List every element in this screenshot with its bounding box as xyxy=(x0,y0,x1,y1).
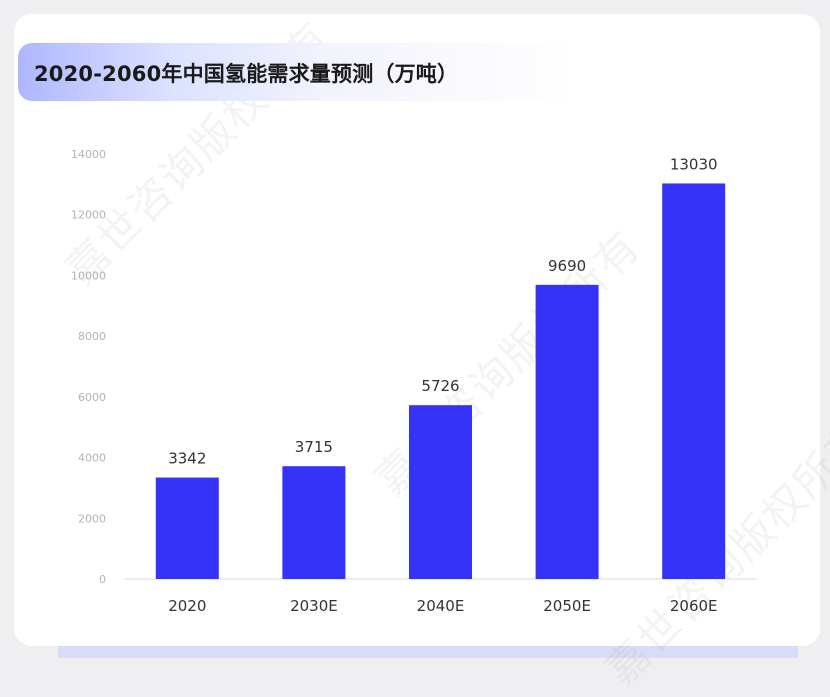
y-tick-label: 8000 xyxy=(78,330,106,343)
x-tick-label: 2030E xyxy=(290,597,338,615)
data-label: 3715 xyxy=(295,438,333,456)
y-tick-label: 10000 xyxy=(71,269,106,282)
title-banner xyxy=(18,43,578,101)
x-tick-label: 2040E xyxy=(417,597,465,615)
data-label: 3342 xyxy=(168,450,206,468)
y-tick-label: 14000 xyxy=(71,148,106,161)
data-label: 13030 xyxy=(670,155,718,173)
bar xyxy=(535,284,599,579)
background-strip xyxy=(58,642,798,658)
bar xyxy=(282,466,346,579)
bar xyxy=(662,183,726,580)
bar-chart: 0 2000 4000 6000 8000 10000 12000 14000 3342 2020… xyxy=(71,148,757,615)
y-tick-label: 12000 xyxy=(71,209,106,222)
data-label: 9690 xyxy=(548,257,586,275)
y-tick-label: 2000 xyxy=(78,512,106,525)
y-tick-label: 6000 xyxy=(78,391,106,404)
x-tick-label: 2020 xyxy=(168,597,206,615)
x-tick-label: 2050E xyxy=(543,597,591,615)
data-label: 5726 xyxy=(421,377,459,395)
y-tick-label: 4000 xyxy=(78,452,106,465)
y-tick-label: 0 xyxy=(99,573,106,586)
chart-title: 2020-2060年中国氢能需求量预测（万吨） xyxy=(34,62,459,86)
bar xyxy=(155,477,219,579)
x-tick-label: 2060E xyxy=(670,597,718,615)
bar xyxy=(409,405,472,579)
